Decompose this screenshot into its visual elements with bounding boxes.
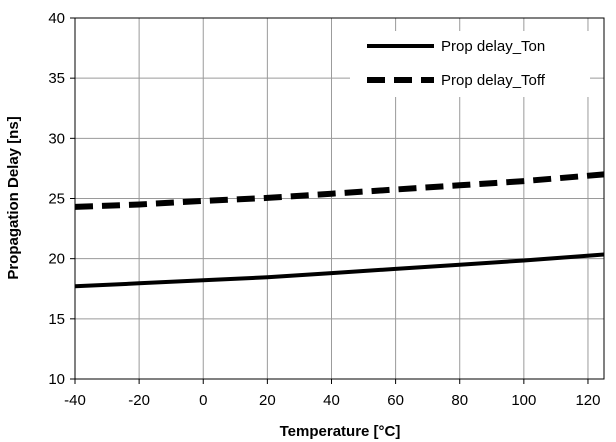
y-tick-label: 10 — [48, 371, 65, 388]
y-tick-label: 25 — [48, 191, 65, 208]
y-axis-ticks: 10 15 20 25 30 35 40 — [48, 10, 75, 388]
y-tick-label: 15 — [48, 311, 65, 328]
legend-label-toff: Prop delay_Toff — [441, 72, 546, 89]
y-tick-label: 35 — [48, 70, 65, 87]
y-tick-label: 40 — [48, 10, 65, 27]
legend-label-ton: Prop delay_Ton — [441, 38, 545, 55]
legend: Prop delay_Ton Prop delay_Toff — [350, 31, 590, 97]
x-tick-label: 60 — [387, 392, 404, 409]
x-tick-label: 120 — [575, 392, 600, 409]
x-tick-label: 40 — [323, 392, 340, 409]
x-tick-label: -40 — [64, 392, 86, 409]
x-axis-title: Temperature [°C] — [280, 423, 401, 440]
series-lines — [74, 171, 605, 289]
y-tick-label: 30 — [48, 130, 65, 147]
y-tick-label: 20 — [48, 251, 65, 268]
x-axis-ticks: -40 -20 0 20 40 60 80 100 120 — [64, 379, 600, 409]
y-axis-title: Propagation Delay [ns] — [5, 116, 22, 279]
x-tick-label: 20 — [259, 392, 276, 409]
series-line-ton — [74, 252, 605, 289]
x-tick-label: 100 — [511, 392, 536, 409]
legend-background — [350, 31, 590, 97]
x-tick-label: -20 — [128, 392, 150, 409]
x-tick-label: 80 — [451, 392, 468, 409]
x-tick-label: 0 — [199, 392, 207, 409]
series-line-toff — [74, 171, 605, 210]
